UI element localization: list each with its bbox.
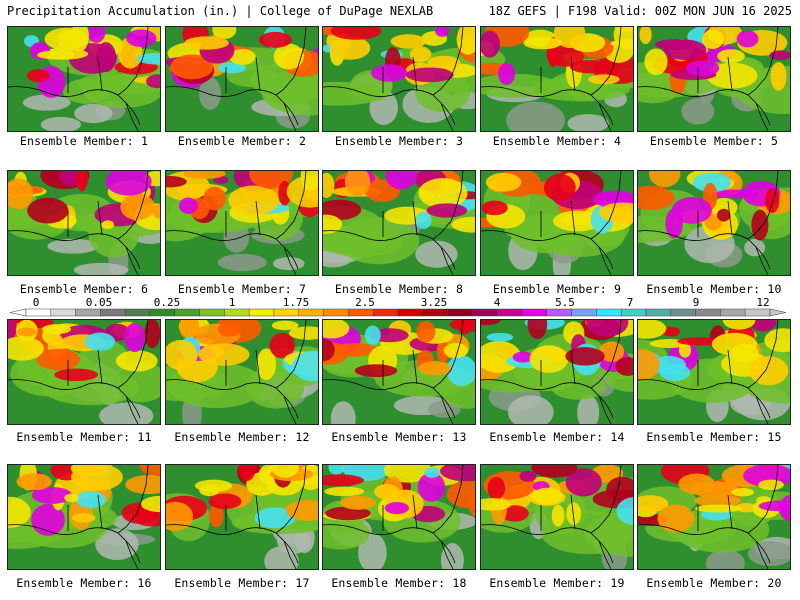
member-label: Ensemble Member: 7 — [177, 282, 307, 296]
colorbar-cell — [720, 308, 746, 317]
colorbar-tick-label: 9 — [692, 296, 700, 309]
member-label: Ensemble Member: 1 — [19, 134, 149, 148]
precip-map-member-15 — [637, 319, 791, 425]
member-label: Ensemble Member: 18 — [331, 576, 467, 590]
colorbar-cell — [298, 308, 324, 317]
colorbar-cell — [546, 308, 572, 317]
precip-map-member-20 — [637, 464, 791, 570]
colorbar-cell — [620, 308, 647, 317]
colorbar-cell — [199, 308, 225, 317]
colorbar-cell — [75, 308, 101, 317]
precip-map-member-9 — [480, 170, 634, 276]
member-label: Ensemble Member: 4 — [492, 134, 622, 148]
colorbar-cell — [174, 308, 200, 317]
colorbar-cell — [100, 308, 126, 317]
precip-map-member-16 — [7, 464, 161, 570]
colorbar-cell — [323, 308, 349, 317]
precip-map-member-4 — [480, 26, 634, 132]
colorbar-cell — [596, 308, 622, 317]
colorbar-cell — [645, 308, 672, 317]
member-label: Ensemble Member: 14 — [489, 430, 625, 444]
colorbar-cell — [50, 308, 76, 317]
colorbar-cell — [422, 308, 448, 317]
colorbar-tick-label: 0.25 — [153, 296, 181, 309]
colorbar-cell — [372, 308, 399, 317]
member-label: Ensemble Member: 9 — [492, 282, 622, 296]
member-label: Ensemble Member: 11 — [16, 430, 152, 444]
precip-map-member-14 — [480, 319, 634, 425]
precip-map-member-12 — [165, 319, 319, 425]
precip-map-member-10 — [637, 170, 791, 276]
member-label: Ensemble Member: 2 — [177, 134, 307, 148]
member-label: Ensemble Member: 15 — [646, 430, 782, 444]
precip-map-member-8 — [322, 170, 476, 276]
colorbar-tick-label: 5.5 — [555, 296, 575, 309]
colorbar-cell — [695, 308, 721, 317]
colorbar-tick-label: 1 — [228, 296, 236, 309]
colorbar-tick-label: 7 — [626, 296, 634, 309]
colorbar-cell — [224, 308, 250, 317]
member-label: Ensemble Member: 3 — [334, 134, 464, 148]
member-label: Ensemble Member: 8 — [334, 282, 464, 296]
colorbar-max-arrow — [769, 308, 787, 317]
colorbar-tick-label: 3.25 — [420, 296, 448, 309]
colorbar-cell — [149, 308, 176, 317]
precip-map-member-7 — [165, 170, 319, 276]
colorbar-cell — [248, 308, 275, 317]
precip-map-member-3 — [322, 26, 476, 132]
precip-map-member-1 — [7, 26, 161, 132]
colorbar-tick-label: 2.5 — [355, 296, 375, 309]
precip-map-member-6 — [7, 170, 161, 276]
member-label: Ensemble Member: 12 — [174, 430, 310, 444]
precip-map-member-19 — [480, 464, 634, 570]
precip-map-member-2 — [165, 26, 319, 132]
precip-colorbar — [9, 308, 787, 317]
member-label: Ensemble Member: 6 — [19, 282, 149, 296]
colorbar-cell — [397, 308, 424, 317]
colorbar-min-arrow — [9, 308, 27, 317]
member-label: Ensemble Member: 5 — [649, 134, 779, 148]
member-label: Ensemble Member: 16 — [16, 576, 152, 590]
member-label: Ensemble Member: 20 — [646, 576, 782, 590]
precip-map-member-5 — [637, 26, 791, 132]
colorbar-tick-label: 1.75 — [282, 296, 310, 309]
colorbar-cell — [521, 308, 548, 317]
precip-map-member-11 — [7, 319, 161, 425]
member-label: Ensemble Member: 17 — [174, 576, 310, 590]
colorbar-cell — [124, 308, 151, 317]
map-title: Precipitation Accumulation (in.) | Colle… — [7, 4, 434, 18]
precip-map-member-18 — [322, 464, 476, 570]
colorbar-tick-label: 12 — [756, 296, 770, 309]
colorbar-cell — [447, 308, 473, 317]
colorbar-cell — [670, 308, 696, 317]
colorbar-cell — [496, 308, 523, 317]
colorbar-tick-label: 0 — [32, 296, 40, 309]
member-label: Ensemble Member: 13 — [331, 430, 467, 444]
colorbar-cell — [25, 308, 52, 317]
colorbar-cell — [348, 308, 374, 317]
member-label: Ensemble Member: 10 — [646, 282, 782, 296]
colorbar-cell — [571, 308, 597, 317]
colorbar-tick-label: 0.05 — [85, 296, 113, 309]
member-label: Ensemble Member: 19 — [489, 576, 625, 590]
colorbar-cell — [273, 308, 300, 317]
precip-map-member-13 — [322, 319, 476, 425]
colorbar-cell — [472, 308, 498, 317]
colorbar-tick-label: 4 — [493, 296, 501, 309]
model-run-info: 18Z GEFS | F198 Valid: 00Z MON JUN 16 20… — [488, 4, 792, 18]
precip-map-member-17 — [165, 464, 319, 570]
colorbar-cell — [744, 308, 771, 317]
